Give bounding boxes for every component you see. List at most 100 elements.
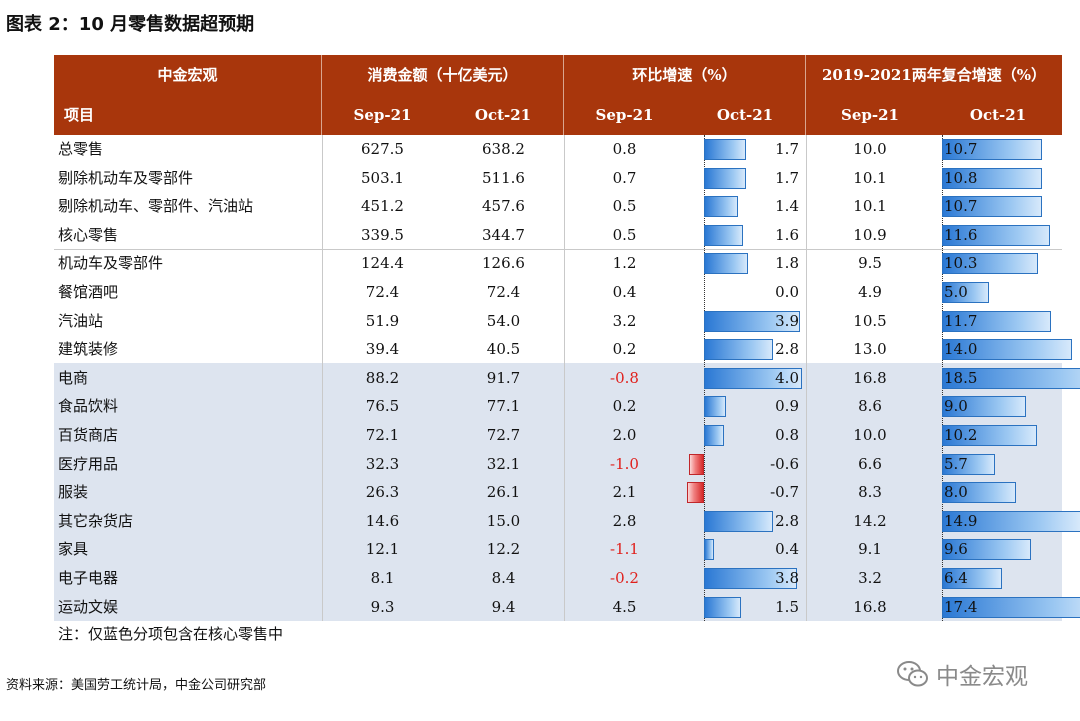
amount-sep-cell: 339.5	[361, 225, 404, 244]
header-cagr-oct: Oct-21	[969, 106, 1027, 124]
mom-oct-bar	[704, 224, 744, 246]
mom-sep-cell: -0.2	[610, 569, 639, 587]
header-row-1: 中金宏观 消费金额（十亿美元） 环比增速（%） 2019-2021两年复合增速（…	[54, 55, 1062, 95]
mom-sep-cell: 4.5	[612, 597, 637, 616]
group-separator	[54, 249, 1062, 250]
mom-oct-bar	[704, 425, 724, 446]
amount-oct-cell: 40.5	[486, 340, 521, 359]
mom-sep-cell: 0.4	[612, 283, 637, 301]
cagr-oct-bar	[942, 139, 1042, 160]
row-label: 其它杂货店	[58, 511, 134, 530]
header-mom-oct: Oct-21	[685, 95, 806, 135]
row-label: 运动文娱	[58, 597, 119, 616]
cagr-sep-cell: 13.0	[853, 340, 887, 359]
mom-oct-cell: 1.5	[775, 597, 799, 616]
cagr-oct-bar	[942, 482, 1017, 504]
header-cagr-group: 2019-2021两年复合增速（%）	[822, 66, 1046, 84]
mom-sep-cell: 0.7	[612, 168, 637, 187]
row-label: 总零售	[58, 140, 104, 158]
cagr-sep-cell: 10.0	[853, 426, 887, 444]
header-amount-sep: Sep-21	[353, 106, 412, 124]
table-row: 家具 12.1 12.2 -1.1 0.4 9.1 9.6	[54, 535, 1062, 564]
cagr-sep-cell: 16.8	[853, 368, 887, 387]
cagr-oct-bar	[942, 310, 1051, 332]
cagr-sep-cell: 10.5	[853, 311, 887, 330]
cagr-oct-cell: 10.2	[944, 426, 978, 444]
watermark: 中金宏观	[896, 658, 1028, 690]
amount-sep-cell: 124.4	[361, 254, 404, 273]
cagr-oct-cell: 18.5	[944, 368, 978, 387]
cagr-oct-cell: 11.7	[944, 311, 978, 330]
cagr-oct-bar	[942, 539, 1032, 561]
table-row: 其它杂货店 14.6 15.0 2.8 2.8 14.2 14.9	[54, 507, 1080, 536]
mom-oct-cell: 4.0	[775, 368, 799, 387]
row-label: 剔除机动车、零部件、汽油站	[58, 197, 254, 216]
amount-sep-cell: 51.9	[365, 311, 400, 330]
mom-oct-cell: -0.7	[770, 483, 799, 502]
table-row: 电子电器 8.1 8.4 -0.2 3.8 3.2 6.4	[54, 564, 1062, 593]
amount-sep-cell: 451.2	[361, 197, 404, 216]
cagr-sep-cell: 3.2	[858, 569, 882, 587]
watermark-text: 中金宏观	[936, 664, 1028, 690]
cagr-sep-cell: 10.1	[853, 197, 887, 216]
table-row: 机动车及零部件 124.4 126.6 1.2 1.8 9.5 10.3	[54, 249, 1062, 278]
cagr-sep-cell: 10.0	[853, 140, 887, 158]
mom-oct-bar	[704, 310, 800, 332]
cagr-oct-bar	[942, 339, 1073, 361]
source-line: 资料来源：美国劳工统计局，中金公司研究部	[6, 678, 267, 693]
row-label: 家具	[58, 540, 89, 559]
mom-sep-cell: 0.5	[612, 225, 637, 244]
mom-oct-cell: 2.8	[775, 511, 799, 530]
row-label: 汽油站	[58, 311, 104, 330]
amount-sep-cell: 503.1	[361, 168, 404, 187]
amount-sep-cell: 88.2	[365, 368, 400, 387]
mom-sep-cell: 0.2	[612, 397, 637, 416]
amount-oct-cell: 54.0	[486, 311, 521, 330]
mom-oct-bar	[704, 139, 746, 160]
cagr-oct-bar	[942, 167, 1043, 189]
table-row: 食品饮料 76.5 77.1 0.2 0.9 8.6 9.0	[54, 392, 1062, 421]
cagr-oct-bar	[942, 196, 1042, 218]
table-body: 总零售 627.5 638.2 0.8 1.7 10.0 10.7 剔除机动车及零部件 503.…	[54, 135, 1080, 621]
header-cagr-sep: Sep-21	[841, 106, 899, 124]
table-row: 总零售 627.5 638.2 0.8 1.7 10.0 10.7	[54, 135, 1062, 164]
amount-sep-cell: 9.3	[370, 597, 395, 616]
cagr-sep-cell: 9.5	[858, 254, 882, 273]
header-amount-oct: Oct-21	[443, 95, 564, 135]
table-row: 医疗用品 32.3 32.1 -1.0 -0.6 6.6 5.7	[54, 450, 1062, 479]
table-row: 核心零售 339.5 344.7 0.5 1.6 10.9 11.6	[54, 221, 1062, 250]
mom-oct-bar	[704, 367, 802, 389]
mom-sep-cell: 0.8	[612, 140, 637, 158]
amount-sep-cell: 72.4	[365, 283, 400, 301]
mom-sep-cell: -1.0	[610, 454, 639, 473]
cagr-oct-cell: 10.3	[944, 254, 978, 273]
mom-oct-bar	[704, 396, 727, 418]
amount-sep-cell: 12.1	[365, 540, 400, 559]
amount-sep-cell: 627.5	[361, 140, 404, 158]
cagr-oct-bar	[942, 453, 995, 475]
amount-oct-cell: 126.6	[482, 254, 525, 273]
figure-title: 图表 2：10 月零售数据超预期	[6, 14, 255, 35]
amount-sep-cell: 14.6	[365, 511, 400, 530]
row-label: 电子电器	[58, 569, 119, 587]
mom-oct-bar	[704, 539, 714, 561]
cagr-oct-bar	[942, 396, 1026, 418]
table-row: 剔除机动车及零部件 503.1 511.6 0.7 1.7 10.1 10.8	[54, 164, 1062, 193]
mom-sep-cell: -1.1	[610, 540, 639, 559]
mom-oct-bar	[704, 568, 798, 589]
row-label: 核心零售	[58, 225, 119, 244]
table-row: 餐馆酒吧 72.4 72.4 0.4 0.0 4.9 5.0	[54, 278, 1062, 307]
table-row: 百货商店 72.1 72.7 2.0 0.8 10.0 10.2	[54, 421, 1062, 450]
cagr-oct-bar	[942, 568, 1002, 589]
cagr-oct-cell: 9.6	[944, 540, 968, 559]
amount-oct-cell: 344.7	[482, 225, 525, 244]
mom-oct-bar	[704, 196, 739, 218]
cagr-oct-cell: 11.6	[944, 225, 978, 244]
cagr-oct-cell: 5.0	[944, 283, 968, 301]
amount-oct-cell: 12.2	[486, 540, 521, 559]
amount-sep-cell: 72.1	[365, 426, 400, 444]
mom-sep-cell: 1.2	[612, 254, 637, 273]
header-row-2: 项目 Sep-21 Oct-21 Sep-21 Oct-21 Sep-21 Oc…	[54, 95, 1062, 135]
cagr-oct-cell: 10.7	[944, 197, 978, 216]
table-row: 汽油站 51.9 54.0 3.2 3.9 10.5 11.7	[54, 307, 1062, 336]
